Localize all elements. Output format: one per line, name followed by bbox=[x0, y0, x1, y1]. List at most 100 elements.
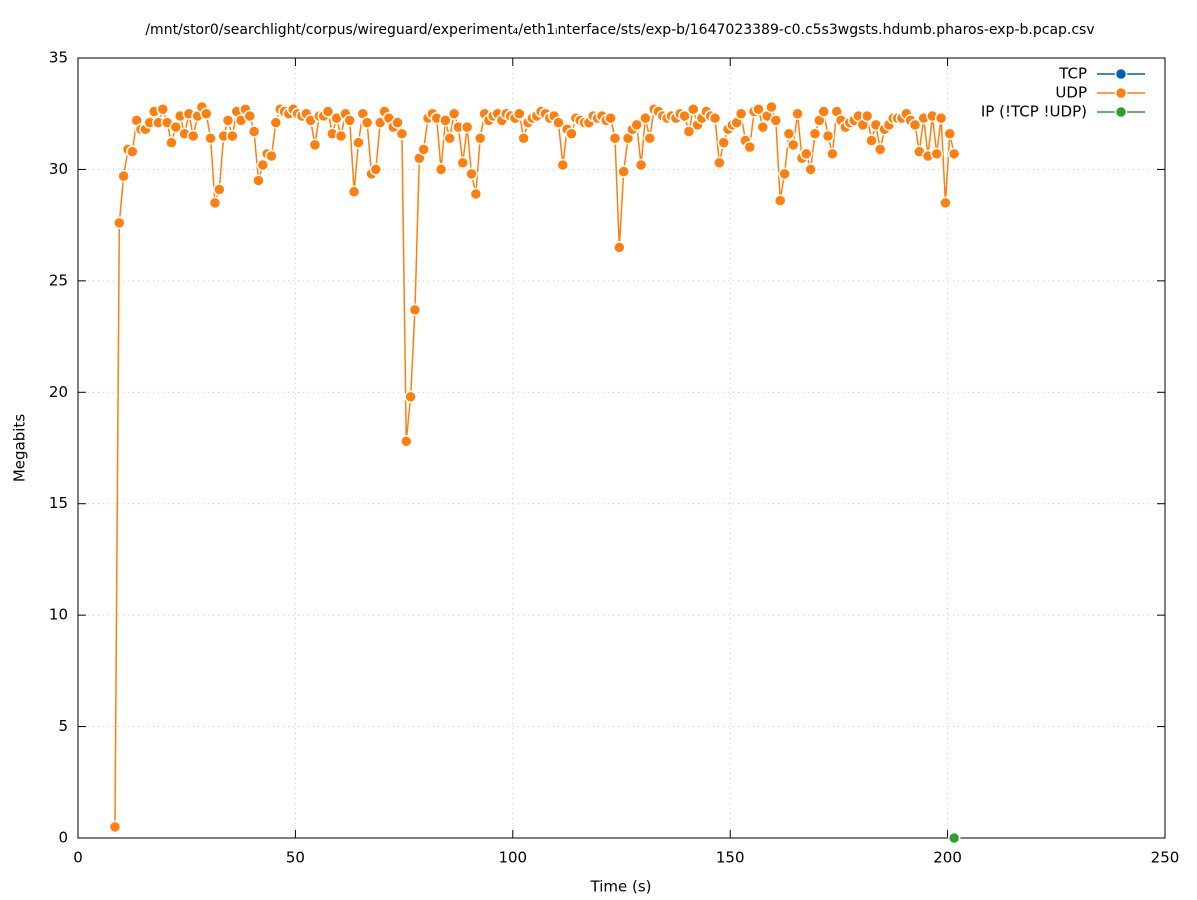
data-point bbox=[678, 109, 691, 123]
data-point bbox=[360, 116, 374, 129]
legend-marker bbox=[1114, 86, 1128, 100]
data-point bbox=[391, 116, 404, 129]
data-point bbox=[369, 163, 383, 176]
data-point bbox=[791, 107, 804, 120]
data-point bbox=[473, 131, 487, 145]
data-point bbox=[617, 165, 630, 178]
x-tick-label: 100 bbox=[498, 849, 527, 867]
data-point bbox=[434, 163, 448, 176]
data-point bbox=[565, 127, 578, 141]
data-point bbox=[734, 107, 748, 120]
data-point bbox=[708, 111, 722, 125]
data-point bbox=[804, 163, 817, 176]
data-point bbox=[400, 435, 413, 448]
data-point bbox=[613, 241, 626, 254]
data-point bbox=[352, 136, 365, 149]
data-point bbox=[404, 390, 417, 403]
data-point bbox=[186, 129, 200, 143]
data-point bbox=[156, 103, 170, 116]
x-axis-label: Time (s) bbox=[590, 878, 652, 896]
data-point bbox=[243, 109, 256, 123]
x-tick-label: 50 bbox=[286, 849, 305, 867]
data-point bbox=[765, 100, 778, 114]
data-point bbox=[604, 111, 617, 125]
data-point bbox=[117, 169, 130, 183]
data-point bbox=[343, 114, 356, 127]
x-tick-label: 0 bbox=[73, 849, 83, 867]
data-point bbox=[682, 125, 696, 138]
data-point bbox=[456, 156, 470, 169]
data-point bbox=[200, 107, 213, 120]
data-point bbox=[826, 147, 839, 161]
data-point bbox=[752, 103, 765, 116]
data-point bbox=[321, 105, 335, 118]
data-point bbox=[265, 149, 278, 163]
plot-border bbox=[77, 57, 1166, 839]
data-point bbox=[208, 196, 222, 210]
data-point bbox=[165, 136, 178, 149]
y-tick-label: 20 bbox=[49, 383, 68, 401]
data-point bbox=[943, 127, 957, 141]
data-point bbox=[782, 127, 796, 141]
data-point bbox=[865, 134, 878, 147]
data-point bbox=[873, 143, 887, 156]
data-point bbox=[417, 143, 430, 156]
data-point bbox=[552, 116, 565, 129]
data-point bbox=[126, 145, 139, 158]
legend-label: TCP bbox=[1058, 65, 1087, 83]
data-point bbox=[717, 136, 730, 149]
y-tick-label: 15 bbox=[49, 494, 68, 512]
data-point bbox=[469, 187, 483, 201]
data-point bbox=[247, 125, 261, 138]
legend-marker bbox=[1114, 105, 1128, 119]
data-point bbox=[743, 140, 757, 154]
data-point bbox=[213, 183, 226, 196]
data-point bbox=[608, 131, 622, 145]
data-point bbox=[443, 131, 457, 145]
data-point bbox=[947, 147, 961, 161]
data-point bbox=[556, 158, 570, 172]
data-point bbox=[930, 147, 943, 161]
y-tick-label: 5 bbox=[58, 717, 68, 735]
data-point bbox=[756, 120, 770, 134]
data-point bbox=[439, 114, 452, 127]
data-point bbox=[221, 114, 235, 127]
data-point bbox=[786, 138, 800, 152]
data-point bbox=[713, 156, 726, 169]
data-point bbox=[226, 129, 239, 143]
legend-label: UDP bbox=[1055, 84, 1087, 102]
data-point bbox=[460, 120, 474, 134]
y-tick-label: 25 bbox=[49, 271, 68, 289]
chart-title: /mnt/stor0/searchlight/corpus/wireguard/… bbox=[145, 22, 1094, 38]
data-point bbox=[934, 111, 948, 125]
data-point bbox=[108, 820, 122, 834]
data-point bbox=[347, 185, 361, 198]
data-point bbox=[639, 111, 652, 125]
data-point bbox=[256, 158, 270, 172]
data-point bbox=[465, 167, 478, 181]
data-point bbox=[169, 120, 183, 134]
data-point bbox=[860, 109, 874, 123]
data-point bbox=[778, 167, 791, 181]
legend-label: IP (!TCP !UDP) bbox=[981, 103, 1087, 121]
data-point bbox=[513, 107, 526, 120]
data-point bbox=[517, 131, 530, 145]
data-point bbox=[408, 303, 422, 317]
legend-marker bbox=[1114, 67, 1128, 81]
x-tick-label: 150 bbox=[716, 849, 745, 867]
data-point bbox=[643, 131, 657, 145]
data-point bbox=[821, 129, 835, 143]
data-point bbox=[395, 127, 409, 141]
data-point bbox=[252, 174, 265, 187]
y-tick-label: 10 bbox=[49, 606, 68, 624]
data-point bbox=[947, 831, 961, 845]
data-point bbox=[817, 105, 830, 118]
data-point bbox=[634, 158, 648, 172]
data-point bbox=[773, 194, 787, 207]
y-tick-label: 35 bbox=[49, 49, 68, 67]
data-point bbox=[908, 118, 922, 132]
data-point bbox=[269, 116, 283, 129]
y-axis-label: Megabits bbox=[11, 414, 29, 482]
